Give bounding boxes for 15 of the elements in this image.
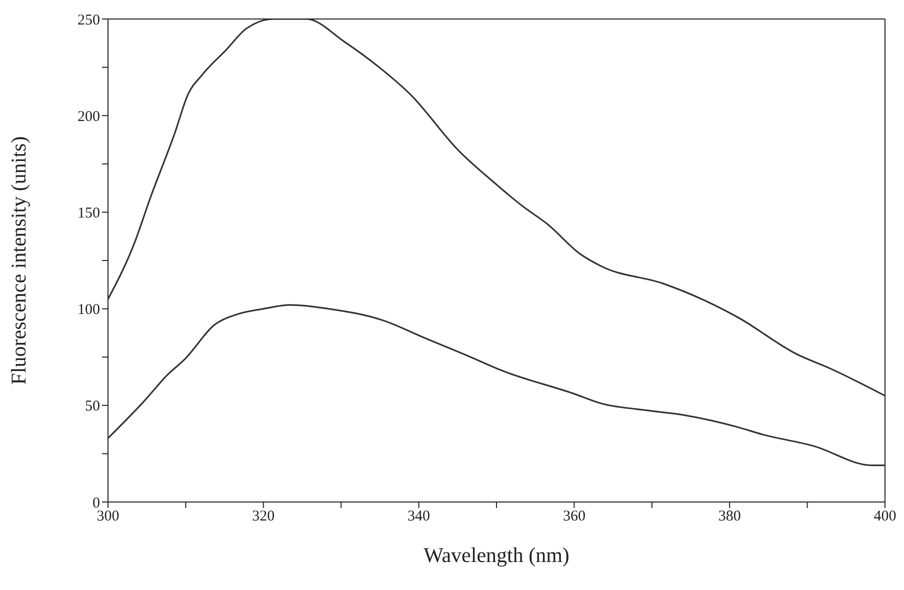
- x-tick-label: 380: [718, 508, 741, 525]
- x-tick-label: 300: [96, 508, 120, 525]
- y-axis-title: Fluorescence intensity (units): [6, 136, 30, 385]
- x-tick-label: 320: [252, 508, 275, 525]
- y-tick-label: 0: [92, 495, 100, 512]
- y-tick-label: 50: [85, 398, 100, 415]
- x-axis-title: Wavelength (nm): [424, 543, 570, 567]
- x-tick-label: 340: [408, 508, 430, 525]
- y-tick-label: 100: [78, 302, 100, 318]
- x-tick-label: 400: [874, 508, 896, 525]
- x-tick-label: 360: [562, 508, 586, 525]
- y-tick-label: 150: [78, 206, 100, 222]
- y-tick-label: 200: [78, 108, 100, 125]
- y-tick-label: 250: [78, 12, 100, 28]
- line-series: [108, 304, 885, 466]
